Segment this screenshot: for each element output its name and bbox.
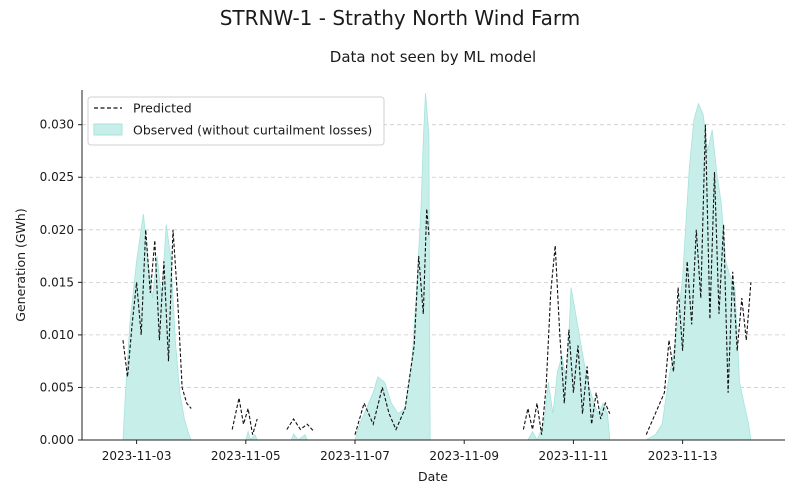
y-tick-label: 0.000 xyxy=(40,433,74,447)
x-ticks: 2023-11-03 2023-11-05 2023-11-07 2023-11-09… xyxy=(102,440,718,463)
predicted-line xyxy=(522,245,611,435)
y-tick-label: 0.015 xyxy=(40,275,74,289)
x-tick-label: 2023-11-07 xyxy=(320,449,390,463)
predicted-line xyxy=(354,208,430,435)
x-axis-label: Date xyxy=(418,469,448,484)
x-tick-label: 2023-11-09 xyxy=(429,449,499,463)
legend-predicted-label: Predicted xyxy=(133,101,192,116)
y-tick-label: 0.005 xyxy=(40,380,74,394)
y-ticks: 0.000 0.005 0.010 0.015 0.020 0.025 0.030 xyxy=(40,118,82,447)
y-axis-label: Generation (GWh) xyxy=(13,208,28,321)
predicted-line xyxy=(645,124,752,435)
y-tick-label: 0.020 xyxy=(40,223,74,237)
y-tick-label: 0.030 xyxy=(40,118,74,132)
x-tick-label: 2023-11-13 xyxy=(648,449,718,463)
y-tick-label: 0.010 xyxy=(40,328,74,342)
legend-observed-label: Observed (without curtailment losses) xyxy=(133,123,372,138)
predicted-line xyxy=(231,397,258,435)
observed-area xyxy=(527,287,611,441)
chart-subtitle: Data not seen by ML model xyxy=(330,48,536,66)
observed-area xyxy=(245,430,258,441)
legend-box xyxy=(87,96,385,146)
predicted-line xyxy=(122,229,192,409)
observed-area xyxy=(122,213,192,441)
x-tick-label: 2023-11-05 xyxy=(211,449,281,463)
x-tick-label: 2023-11-11 xyxy=(539,449,609,463)
legend: Predicted Observed (without curtailment … xyxy=(87,96,385,146)
observed-area xyxy=(290,432,308,441)
y-tick-label: 0.025 xyxy=(40,170,74,184)
x-tick-label: 2023-11-03 xyxy=(102,449,172,463)
axes xyxy=(81,90,785,441)
chart-title: STRNW-1 - Strathy North Wind Farm xyxy=(220,6,581,30)
predicted-line xyxy=(286,417,315,432)
legend-observed-swatch xyxy=(93,123,123,136)
gridlines xyxy=(82,124,785,388)
predicted-line-layer xyxy=(122,124,752,435)
